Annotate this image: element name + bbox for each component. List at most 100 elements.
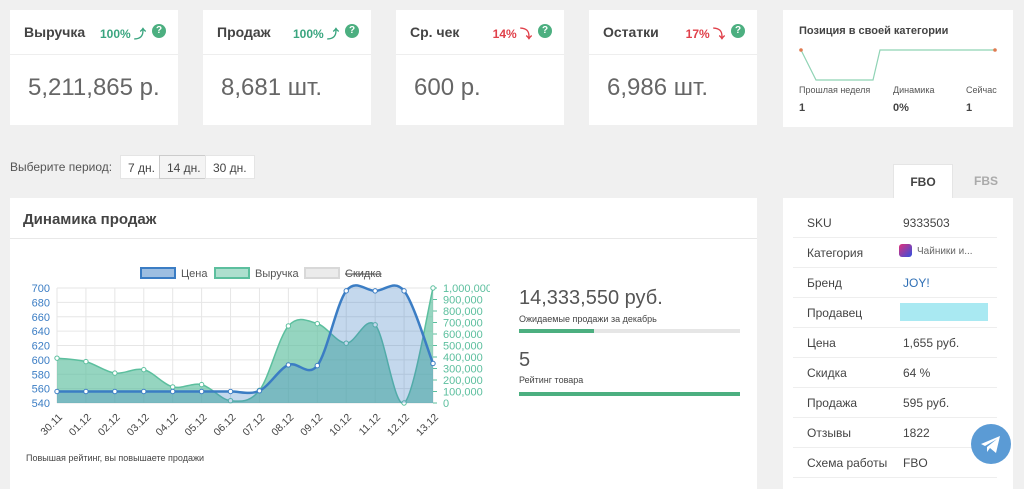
y-tick-label: 660 <box>32 312 50 324</box>
detail-label: SKU <box>807 216 832 230</box>
data-point <box>343 288 349 294</box>
detail-label: Скидка <box>807 366 847 380</box>
detail-value: 1,655 руб. <box>903 336 960 350</box>
detail-label: Продажа <box>807 396 858 410</box>
forecast-bar <box>519 329 740 333</box>
data-point <box>285 323 292 329</box>
y2-tick-label: 900,000 <box>443 295 483 307</box>
stat-card: Продаж 100% ⤴? 8,681 шт. <box>203 10 371 125</box>
data-point <box>372 288 378 294</box>
detail-row: Отзывы 1822 <box>793 417 997 448</box>
position-value: 0% <box>893 102 909 114</box>
help-icon: ? <box>152 24 166 38</box>
position-label: Динамика <box>893 85 935 95</box>
forecast-label: Ожидаемые продажи за декабрь <box>519 314 657 324</box>
data-point <box>401 288 407 294</box>
period-option[interactable]: 7 дн. <box>120 155 163 179</box>
chart-panel: Динамика продаж 14,333,550 руб. Ожидаемы… <box>10 198 757 489</box>
stat-change: 100% ⤴ <box>292 27 339 41</box>
divider <box>396 54 564 55</box>
legend-swatch <box>304 267 340 279</box>
y2-tick-label: 600,000 <box>443 329 483 341</box>
legend-swatch <box>214 267 250 279</box>
data-point <box>54 388 60 395</box>
help-icon: ? <box>345 24 359 38</box>
data-point <box>372 322 378 328</box>
stat-title: Ср. чек <box>410 24 460 40</box>
telegram-plane <box>981 436 1000 453</box>
data-point <box>227 398 234 404</box>
data-point <box>54 355 60 361</box>
data-point <box>112 388 118 395</box>
data-point <box>83 358 89 365</box>
detail-label: Бренд <box>807 276 842 290</box>
x-tick-label: 12.12 <box>385 411 412 438</box>
position-card: Позиция в своей категории Прошлая неделя… <box>783 10 1013 127</box>
telegram-button[interactable] <box>971 424 1011 464</box>
x-tick-label: 30.11 <box>38 411 65 438</box>
stat-value: 600 р. <box>414 74 481 101</box>
detail-row: Продажа 595 руб. <box>793 387 997 418</box>
stat-title: Продаж <box>217 24 271 40</box>
data-point <box>285 362 292 368</box>
y2-tick-label: 200,000 <box>443 375 483 387</box>
tab[interactable]: FBO <box>893 164 953 198</box>
legend-label: Выручка <box>255 268 300 280</box>
data-point <box>401 400 407 406</box>
position-value: 1 <box>799 102 806 114</box>
x-tick-label: 03.12 <box>125 411 152 438</box>
detail-value: FBO <box>903 456 928 470</box>
detail-row: Бренд JOY! <box>793 267 997 298</box>
position-title: Позиция в своей категории <box>799 25 949 37</box>
x-tick-label: 08.12 <box>269 411 296 438</box>
x-tick-label: 09.12 <box>298 411 325 438</box>
stat-card: Выручка 100% ⤴? 5,211,865 р. <box>10 10 178 125</box>
sparkline-dot <box>993 48 997 52</box>
data-point <box>227 388 234 395</box>
detail-row: Схема работы FBO <box>793 447 997 478</box>
y2-tick-label: 0 <box>443 398 449 410</box>
period-option[interactable]: 14 дн. <box>159 155 209 179</box>
data-point <box>430 360 436 367</box>
data-point <box>314 362 321 369</box>
detail-row: Скидка 64 % <box>793 357 997 388</box>
seller-block <box>900 303 988 321</box>
y-tick-label: 680 <box>32 297 50 309</box>
forecast-amount: 14,333,550 руб. <box>519 287 663 309</box>
legend-label: Цена <box>181 268 208 280</box>
detail-value: Чайники и... <box>917 246 973 257</box>
detail-label: Продавец <box>807 306 863 320</box>
help-icon: ? <box>538 24 552 38</box>
stat-change: 100% ⤴ <box>99 27 146 41</box>
forecast-bar-fill <box>519 329 595 333</box>
divider <box>589 54 757 55</box>
detail-label: Категория <box>807 246 864 260</box>
stat-card: Остатки 17% ⤵? 6,986 шт. <box>589 10 757 125</box>
telegram-icon <box>981 436 1000 453</box>
x-tick-label: 11.12 <box>357 411 384 438</box>
detail-row: SKU 9333503 <box>793 207 997 238</box>
data-point <box>256 388 263 394</box>
position-value: 1 <box>966 102 973 114</box>
y2-tick-label: 700,000 <box>443 318 483 330</box>
detail-label: Схема работы <box>807 456 888 470</box>
data-point <box>430 285 436 291</box>
tab[interactable]: FBS <box>974 174 998 188</box>
help-icon: ? <box>731 24 745 38</box>
series-area <box>57 288 433 404</box>
sparkline-dot <box>799 48 803 52</box>
stat-value: 5,211,865 р. <box>28 74 160 101</box>
divider <box>10 54 178 55</box>
stat-value: 8,681 шт. <box>221 74 322 101</box>
position-label: Прошлая неделя <box>799 85 871 95</box>
chart-title: Динамика продаж <box>23 211 157 228</box>
rating-bar <box>519 392 740 396</box>
detail-row: Продавец <box>793 297 997 328</box>
stat-value: 6,986 шт. <box>607 74 708 101</box>
period-option[interactable]: 30 дн. <box>205 155 255 179</box>
rating-value: 5 <box>519 349 531 371</box>
stat-change: 17% ⤵ <box>685 27 725 41</box>
detail-value: 595 руб. <box>903 396 950 410</box>
data-point <box>169 384 176 390</box>
